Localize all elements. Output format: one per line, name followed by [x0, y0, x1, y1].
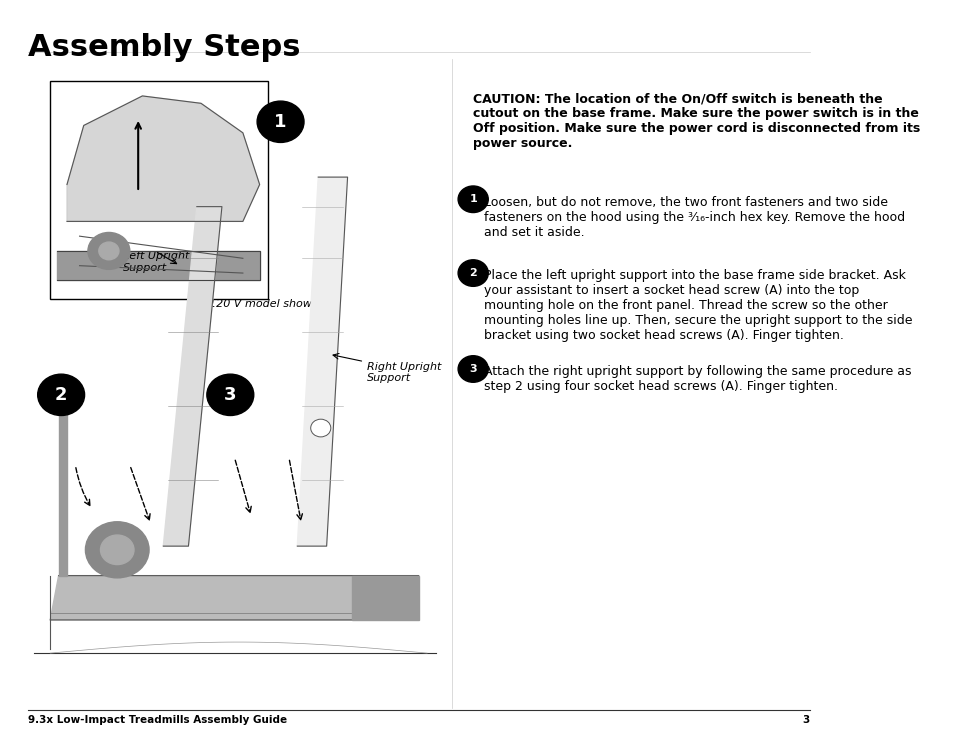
Text: CAUTION: The location of the On/Off switch is beneath the
cutout on the base fra: CAUTION: The location of the On/Off swit… [473, 92, 920, 151]
Circle shape [457, 260, 488, 286]
Text: 2: 2 [55, 386, 68, 404]
Text: 9.3x Low-Impact Treadmills Assembly Guide: 9.3x Low-Impact Treadmills Assembly Guid… [28, 714, 287, 725]
Text: Loosen, but do not remove, the two front fasteners and two side
fasteners on the: Loosen, but do not remove, the two front… [483, 196, 904, 238]
Polygon shape [352, 576, 418, 620]
Text: 3: 3 [469, 364, 476, 374]
Text: Attach the right upright support by following the same procedure as
step 2 using: Attach the right upright support by foll… [483, 365, 911, 393]
Circle shape [100, 535, 133, 565]
Polygon shape [297, 177, 347, 546]
Polygon shape [67, 96, 259, 221]
Circle shape [86, 522, 149, 578]
Circle shape [311, 419, 331, 437]
Circle shape [257, 101, 304, 142]
Circle shape [457, 186, 488, 213]
Text: 1: 1 [469, 194, 476, 204]
Text: 120 V model shown: 120 V model shown [209, 299, 318, 309]
Polygon shape [57, 251, 259, 280]
Text: 3: 3 [801, 714, 809, 725]
Polygon shape [163, 207, 222, 546]
Text: Assembly Steps: Assembly Steps [28, 33, 300, 62]
Text: Place the left upright support into the base frame side bracket. Ask
your assist: Place the left upright support into the … [483, 269, 912, 342]
Circle shape [88, 232, 130, 269]
Circle shape [457, 356, 488, 382]
Text: Left Upright
Support: Left Upright Support [123, 251, 190, 272]
Polygon shape [58, 384, 67, 576]
Circle shape [38, 374, 85, 415]
FancyBboxPatch shape [51, 81, 268, 299]
Polygon shape [51, 576, 418, 620]
Text: 2: 2 [469, 268, 476, 278]
Circle shape [207, 374, 253, 415]
Text: 3: 3 [224, 386, 236, 404]
Circle shape [99, 242, 119, 260]
Text: 1: 1 [274, 113, 287, 131]
Text: Right Upright
Support: Right Upright Support [367, 362, 440, 383]
